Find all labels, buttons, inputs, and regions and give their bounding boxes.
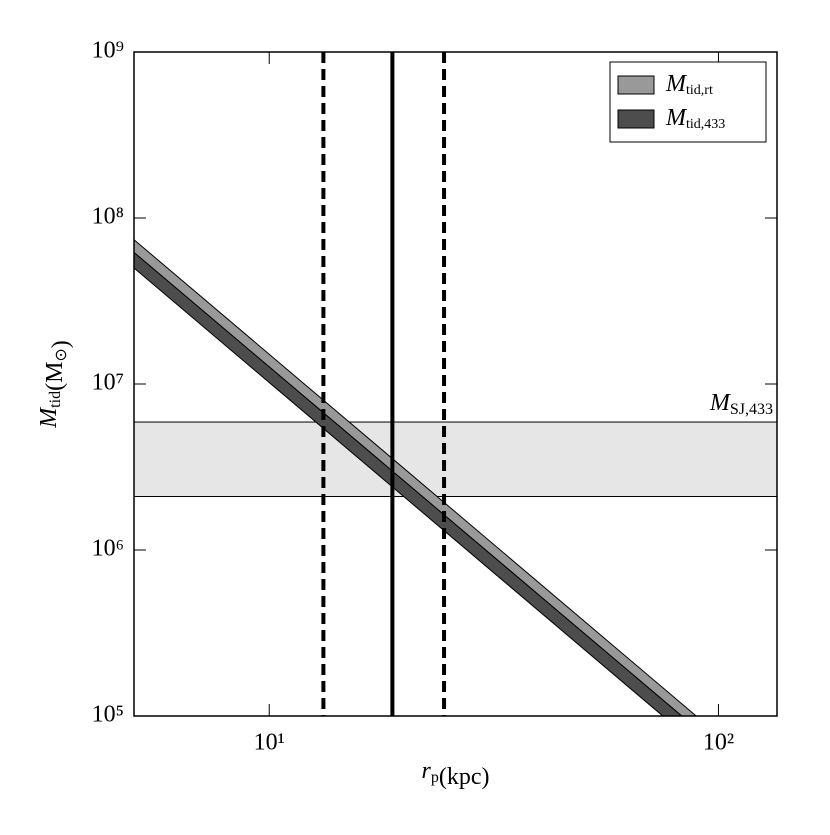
h-band xyxy=(134,421,777,498)
label-base: M xyxy=(665,71,688,97)
band-area xyxy=(134,239,697,716)
y-tick-label: 10⁵ xyxy=(92,702,124,728)
y-tick-label: 10⁶ xyxy=(92,536,124,562)
label-sub: tid,rt xyxy=(686,83,713,98)
x-tick-label: 10² xyxy=(703,730,734,756)
y-axis-label: Mtid(M⊙) xyxy=(36,340,74,429)
legend-box xyxy=(609,61,767,143)
y-tick-label: 10⁸ xyxy=(92,204,124,230)
label-sub: tid,433 xyxy=(686,117,725,132)
legend-label: Mtid,rt xyxy=(665,71,713,99)
y-tick-label: 10⁹ xyxy=(92,38,124,64)
y-tick-label: 10⁷ xyxy=(92,370,124,396)
h-band-label: MSJ,433 xyxy=(709,390,773,418)
label-base: M xyxy=(709,390,732,416)
legend-swatch xyxy=(617,75,655,95)
label-base: ) xyxy=(48,340,74,348)
label-base: M xyxy=(36,406,62,429)
label-base: (M xyxy=(42,362,68,391)
legend-label: Mtid,433 xyxy=(665,105,725,133)
plot-area xyxy=(134,52,777,716)
label-base: r xyxy=(422,758,432,784)
legend-swatch xyxy=(617,109,655,129)
x-tick-label: 10¹ xyxy=(254,730,285,756)
label-sub: SJ,433 xyxy=(730,401,773,418)
label-base: M xyxy=(665,105,688,131)
label-sub: tid xyxy=(47,391,64,408)
label-sub: p xyxy=(431,769,439,786)
band-area xyxy=(134,251,683,716)
label-base: (kpc) xyxy=(439,764,490,790)
label-sub: ⊙ xyxy=(53,348,70,361)
x-axis-label: rp(kpc) xyxy=(422,758,490,790)
